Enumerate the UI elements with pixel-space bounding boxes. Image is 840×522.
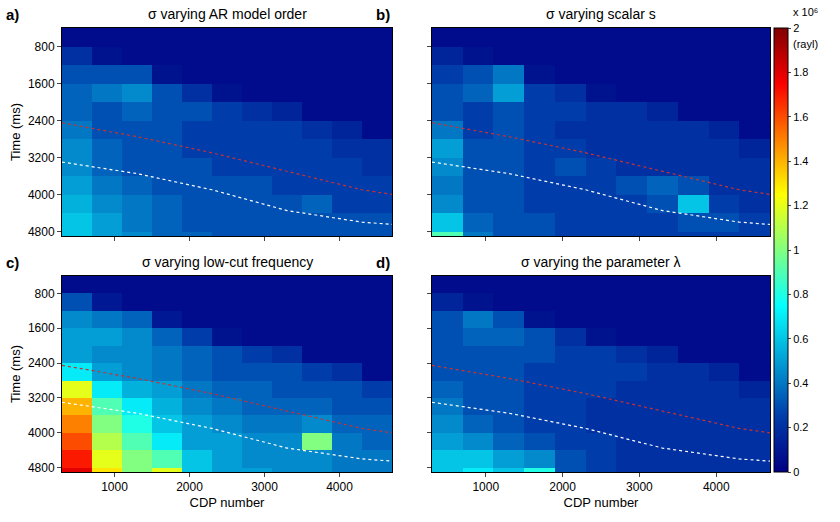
svg-text:2000: 2000 (549, 480, 576, 494)
svg-text:3000: 3000 (251, 480, 278, 494)
svg-text:b): b) (376, 6, 390, 23)
svg-text:1.2: 1.2 (793, 199, 808, 211)
svg-text:0.4: 0.4 (793, 377, 808, 389)
svg-text:4000: 4000 (326, 480, 353, 494)
svg-text:2400: 2400 (28, 114, 55, 128)
svg-text:Time (ms): Time (ms) (8, 345, 23, 403)
svg-text:σ varying scalar s: σ varying scalar s (546, 6, 656, 22)
svg-text:1000: 1000 (472, 480, 499, 494)
svg-text:σ varying AR model order: σ varying AR model order (148, 6, 307, 22)
svg-text:0.2: 0.2 (793, 421, 808, 433)
svg-text:1.4: 1.4 (793, 155, 808, 167)
svg-text:(rayl): (rayl) (793, 38, 818, 50)
svg-text:4000: 4000 (28, 426, 55, 440)
svg-text:1600: 1600 (28, 321, 55, 335)
svg-text:4000: 4000 (703, 480, 730, 494)
svg-text:4800: 4800 (28, 225, 55, 239)
svg-text:3200: 3200 (28, 151, 55, 165)
svg-text:3200: 3200 (28, 391, 55, 405)
svg-text:CDP number: CDP number (564, 495, 640, 510)
svg-text:2000: 2000 (176, 480, 203, 494)
svg-text:d): d) (376, 254, 390, 271)
svg-text:1000: 1000 (101, 480, 128, 494)
svg-text:σ varying low-cut frequency: σ varying low-cut frequency (142, 254, 313, 270)
svg-text:1.8: 1.8 (793, 66, 808, 78)
svg-text:x 10⁶: x 10⁶ (793, 6, 818, 18)
svg-text:c): c) (6, 254, 19, 271)
svg-text:Time (ms): Time (ms) (8, 103, 23, 161)
svg-text:2400: 2400 (28, 356, 55, 370)
svg-text:CDP number: CDP number (190, 495, 266, 510)
svg-text:0: 0 (793, 466, 799, 478)
svg-text:1600: 1600 (28, 77, 55, 91)
svg-text:3000: 3000 (626, 480, 653, 494)
svg-text:1: 1 (793, 244, 799, 256)
svg-text:800: 800 (35, 287, 55, 301)
svg-text:800: 800 (35, 40, 55, 54)
svg-text:1.6: 1.6 (793, 111, 808, 123)
svg-text:2: 2 (793, 22, 799, 34)
svg-text:0.8: 0.8 (793, 288, 808, 300)
svg-text:4800: 4800 (28, 461, 55, 475)
svg-text:0.6: 0.6 (793, 333, 808, 345)
svg-text:σ varying the parameter λ: σ varying the parameter λ (521, 254, 681, 270)
svg-text:4000: 4000 (28, 188, 55, 202)
svg-text:a): a) (6, 6, 19, 23)
